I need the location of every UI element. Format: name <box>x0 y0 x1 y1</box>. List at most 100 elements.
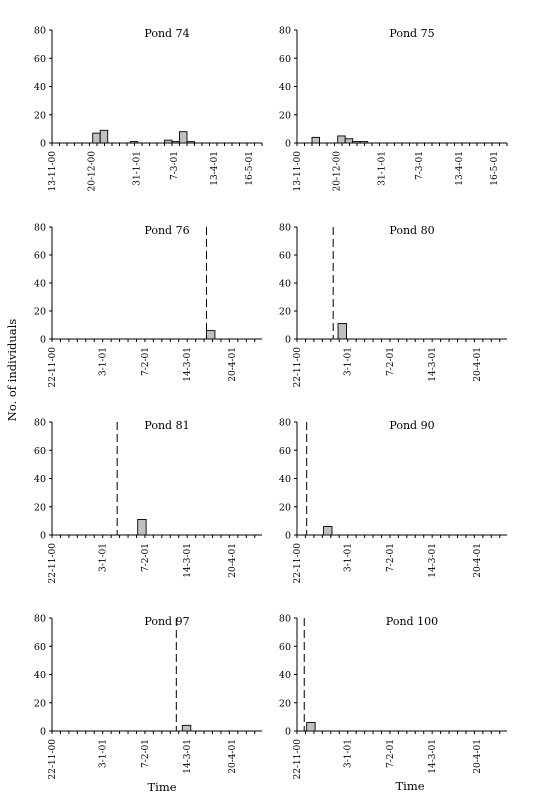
x-tick-label: 16-5-01 <box>245 151 255 186</box>
x-tick-label: 20-4-01 <box>228 739 238 774</box>
y-tick-label: 60 <box>34 446 46 457</box>
x-tick-label: 13-4-01 <box>455 151 465 186</box>
bar <box>306 722 316 732</box>
y-tick-label: 80 <box>279 223 291 234</box>
y-tick-label: 40 <box>279 82 291 93</box>
bar <box>179 131 188 144</box>
x-tick-label: 14-3-01 <box>183 347 193 382</box>
y-tick-label: 20 <box>279 502 291 513</box>
x-tick-label: 20-4-01 <box>473 347 483 382</box>
x-tick-label: 7-2-01 <box>386 347 396 376</box>
panel-title: Pond 97 <box>144 615 189 628</box>
x-tick-label: 20-4-01 <box>473 739 483 774</box>
x-tick-label: 7-3-01 <box>415 151 425 180</box>
bar <box>164 139 173 144</box>
x-tick-label: 7-2-01 <box>386 543 396 572</box>
y-tick-label: 60 <box>34 54 46 65</box>
x-tick-label: 3-1-01 <box>99 543 109 572</box>
y-tick-label: 40 <box>279 670 291 681</box>
x-tick-label: 3-1-01 <box>344 347 354 376</box>
panel: Pond 74 0 20 40 60 80 13-11-00 20-12-00 31-1-01 7… <box>34 26 263 192</box>
bar <box>359 141 369 144</box>
x-tick-label: 7-2-01 <box>141 347 151 376</box>
y-tick-label: 20 <box>34 698 46 709</box>
y-axis-label: No. of individuals <box>5 319 19 422</box>
y-tick-label: 0 <box>40 335 46 346</box>
panels: Pond 74 0 20 40 60 80 13-11-00 20-12-00 31-1-01 7… <box>34 26 508 780</box>
bar <box>99 129 109 144</box>
y-tick-label: 80 <box>279 614 291 625</box>
y-tick-label: 80 <box>34 223 46 234</box>
y-tick-label: 0 <box>285 531 291 542</box>
y-tick-label: 0 <box>285 335 291 346</box>
bar <box>344 138 354 144</box>
bar <box>92 132 101 144</box>
y-tick-label: 40 <box>34 670 46 681</box>
y-tick-label: 40 <box>34 279 46 290</box>
y-tick-label: 0 <box>40 139 46 150</box>
y-tick-label: 80 <box>34 614 46 625</box>
bar <box>311 136 320 144</box>
bar <box>352 141 361 144</box>
x-tick-label: 22-11-00 <box>48 347 58 388</box>
panel-title: Pond 74 <box>144 27 189 40</box>
panel-title: Pond 100 <box>386 615 438 628</box>
y-tick-label: 80 <box>279 26 291 37</box>
y-tick-label: 60 <box>279 54 291 65</box>
y-tick-label: 60 <box>34 251 46 262</box>
x-axis-label-left: Time <box>147 780 176 794</box>
x-tick-label: 22-11-00 <box>48 739 58 780</box>
y-tick-label: 80 <box>279 418 291 429</box>
x-tick-label: 31-1-01 <box>133 151 143 186</box>
panel-title: Pond 76 <box>144 224 189 237</box>
y-tick-label: 20 <box>279 698 291 709</box>
panel: Pond 76 0 20 40 60 80 22-11-00 3-1-01 7-2-01 14-3… <box>34 223 262 388</box>
panel: Pond 97 0 20 40 60 80 22-11-00 3-1-01 7-2-01 14-3… <box>34 614 262 780</box>
bar <box>323 526 333 536</box>
x-tick-label: 14-3-01 <box>428 739 438 774</box>
x-tick-label: 22-11-00 <box>293 543 303 584</box>
y-tick-label: 40 <box>34 474 46 485</box>
x-tick-label: 14-3-01 <box>183 739 193 774</box>
panel-title: Pond 80 <box>389 224 434 237</box>
bar <box>181 724 192 732</box>
y-tick-label: 80 <box>34 418 46 429</box>
x-tick-label: 14-3-01 <box>428 347 438 382</box>
bar <box>137 519 147 536</box>
y-tick-label: 0 <box>285 727 291 738</box>
panel: Pond 75 0 20 40 60 80 13-11-00 20-12-00 31-1-01 7… <box>279 26 508 192</box>
x-tick-label: 13-11-00 <box>48 151 58 192</box>
y-tick-label: 80 <box>34 26 46 37</box>
x-tick-label: 14-3-01 <box>183 543 193 578</box>
panel: Pond 100 0 20 40 60 80 22-11-00 3-1-01 7-2-01 14-… <box>279 614 507 780</box>
x-tick-label: 3-1-01 <box>344 543 354 572</box>
y-tick-label: 0 <box>285 139 291 150</box>
panel: Pond 81 0 20 40 60 80 22-11-00 3-1-01 7-2-01 14-3… <box>34 418 262 583</box>
x-tick-label: 13-11-00 <box>293 151 303 192</box>
y-tick-label: 0 <box>40 531 46 542</box>
y-tick-label: 20 <box>34 110 46 121</box>
x-tick-label: 13-4-01 <box>210 151 220 186</box>
panel: Pond 80 0 20 40 60 80 22-11-00 3-1-01 7-2-01 14-3… <box>279 223 507 387</box>
bar <box>337 135 346 144</box>
y-tick-label: 20 <box>34 307 46 318</box>
y-tick-label: 20 <box>34 502 46 513</box>
bar <box>337 323 347 340</box>
y-tick-label: 0 <box>40 727 46 738</box>
x-tick-label: 22-11-00 <box>293 739 303 780</box>
x-tick-label: 3-1-01 <box>99 347 109 376</box>
y-tick-label: 40 <box>279 279 291 290</box>
y-tick-label: 60 <box>34 642 46 653</box>
x-tick-label: 7-3-01 <box>170 151 180 180</box>
x-axis-label-right: Time <box>395 779 424 793</box>
bar <box>186 141 195 144</box>
x-tick-label: 31-1-01 <box>378 151 388 186</box>
panel-title: Pond 75 <box>389 27 434 40</box>
panel-title: Pond 81 <box>144 419 189 432</box>
x-tick-label: 7-2-01 <box>386 739 396 768</box>
y-tick-label: 60 <box>279 642 291 653</box>
y-tick-label: 20 <box>279 307 291 318</box>
x-tick-label: 3-1-01 <box>99 739 109 768</box>
x-tick-label: 14-3-01 <box>428 543 438 578</box>
